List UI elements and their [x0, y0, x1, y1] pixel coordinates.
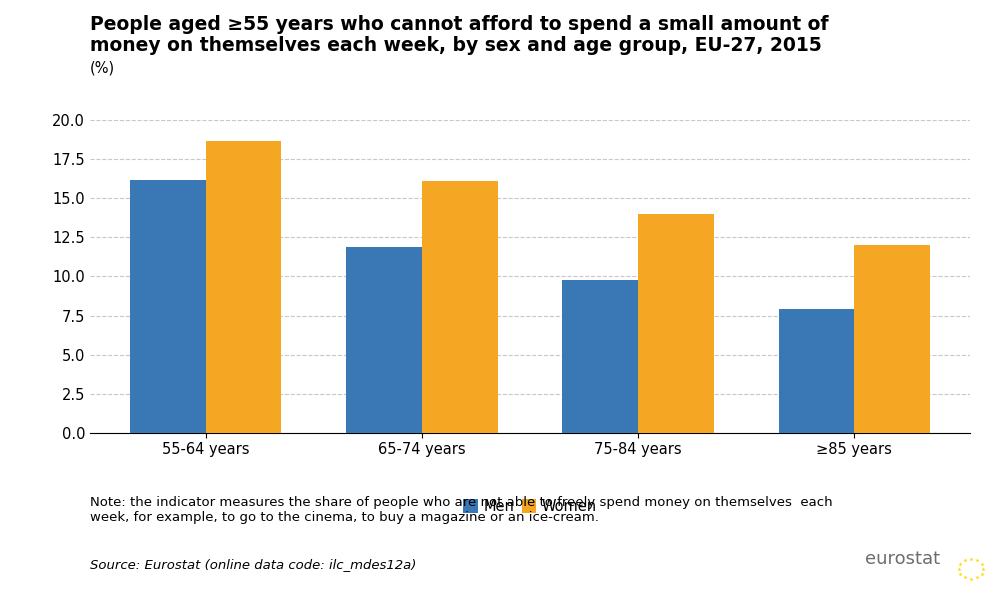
Text: (%): (%)	[90, 60, 115, 75]
Bar	[130, 180, 206, 433]
Bar	[562, 279, 638, 433]
Bar	[779, 310, 854, 433]
Text: People aged ≥55 years who cannot afford to spend a small amount of: People aged ≥55 years who cannot afford …	[90, 15, 828, 34]
Bar	[854, 245, 930, 433]
Text: Source: Eurostat (online data code: ilc_mdes12a): Source: Eurostat (online data code: ilc_…	[90, 558, 416, 571]
Text: eurostat: eurostat	[865, 550, 940, 568]
Legend: Men, Women: Men, Women	[457, 493, 603, 520]
Text: money on themselves each week, by sex and age group, EU-27, 2015: money on themselves each week, by sex an…	[90, 36, 822, 55]
Bar	[422, 181, 498, 433]
Bar	[206, 141, 281, 433]
Bar	[346, 247, 422, 433]
Text: Note: the indicator measures the share of people who are not able to freely spen: Note: the indicator measures the share o…	[90, 496, 833, 524]
Bar	[638, 214, 714, 433]
